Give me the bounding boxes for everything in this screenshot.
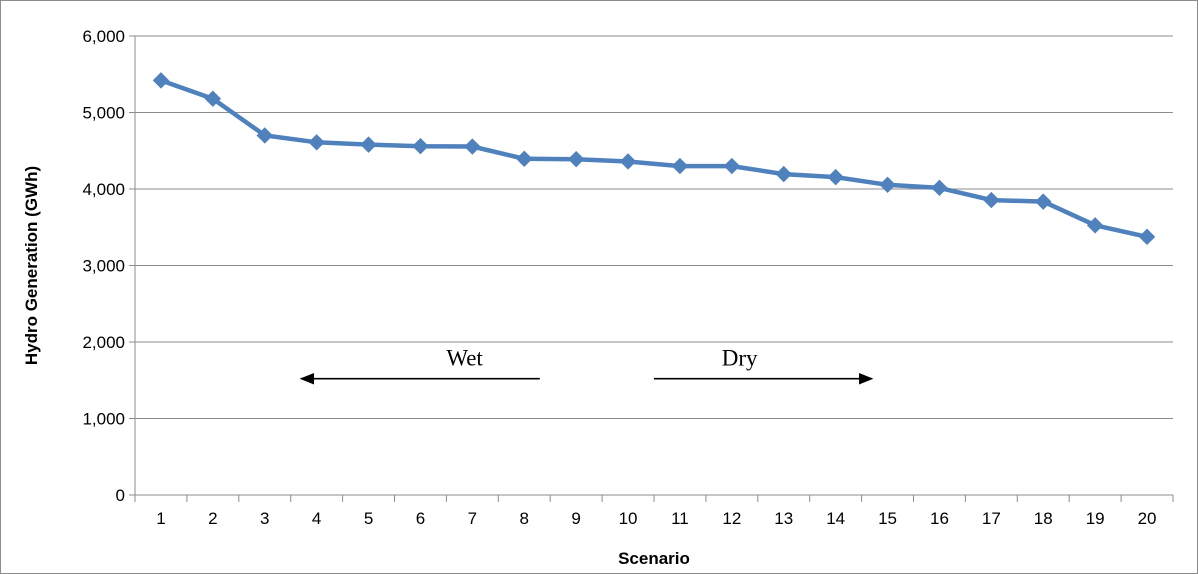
x-tick-label: 1 [156,509,165,528]
x-tick-label: 13 [774,509,793,528]
x-tick-label: 2 [208,509,217,528]
data-point-marker [1138,228,1156,246]
x-tick-label: 6 [416,509,425,528]
data-point-marker [412,137,429,155]
data-point-marker [464,138,481,155]
data-point-marker [983,191,1000,209]
annotations: Wet Dry [299,345,874,385]
x-tick-label: 16 [930,509,949,528]
x-tick-label: 4 [312,509,321,528]
data-point-marker [931,179,948,197]
x-tick-label: 19 [1086,509,1105,528]
x-tick-label: 20 [1138,509,1157,528]
y-tick-label: 6,000 [82,27,125,46]
data-point-marker [671,157,689,175]
y-tick-label: 4,000 [82,180,125,199]
x-tick-label: 5 [364,509,373,528]
y-tick-label: 2,000 [82,333,125,352]
series-hydro-generation [152,72,1156,246]
x-tick-label: 15 [878,509,897,528]
x-tick-label: 3 [260,509,269,528]
data-point-marker [723,157,741,175]
x-tick-label: 12 [722,509,741,528]
x-tick-label: 14 [826,509,845,528]
data-point-marker [619,153,637,170]
x-tick-label: 7 [468,509,477,528]
x-axis-title: Scenario [618,549,690,568]
annotation-label-wet: Wet [446,345,483,370]
data-point-marker [152,72,170,89]
x-tick-label: 8 [520,509,529,528]
data-point-marker [204,90,222,107]
annotation-label-dry: Dry [722,345,758,370]
data-point-marker [775,165,792,183]
y-axis-title: Hydro Generation (GWh) [22,166,41,365]
data-point-marker [308,134,325,151]
data-point-marker [516,150,533,167]
x-tick-label: 18 [1034,509,1053,528]
x-tick-label: 17 [982,509,1001,528]
x-tick-label: 10 [619,509,638,528]
y-tick-label: 1,000 [82,410,125,429]
data-point-marker [879,176,896,193]
data-point-marker [567,150,585,168]
data-point-marker [1086,217,1104,234]
y-tick-label: 3,000 [82,257,125,276]
data-point-marker [256,127,273,144]
y-tick-label: 0 [116,486,125,505]
data-point-marker [360,136,377,153]
x-tick-label: 9 [571,509,580,528]
gridlines [135,35,1173,419]
series-line [158,78,1150,240]
x-tick-label: 11 [671,509,689,528]
data-point-marker [827,168,844,186]
data-point-marker [1035,193,1052,210]
y-tick-label: 5,000 [82,104,125,123]
